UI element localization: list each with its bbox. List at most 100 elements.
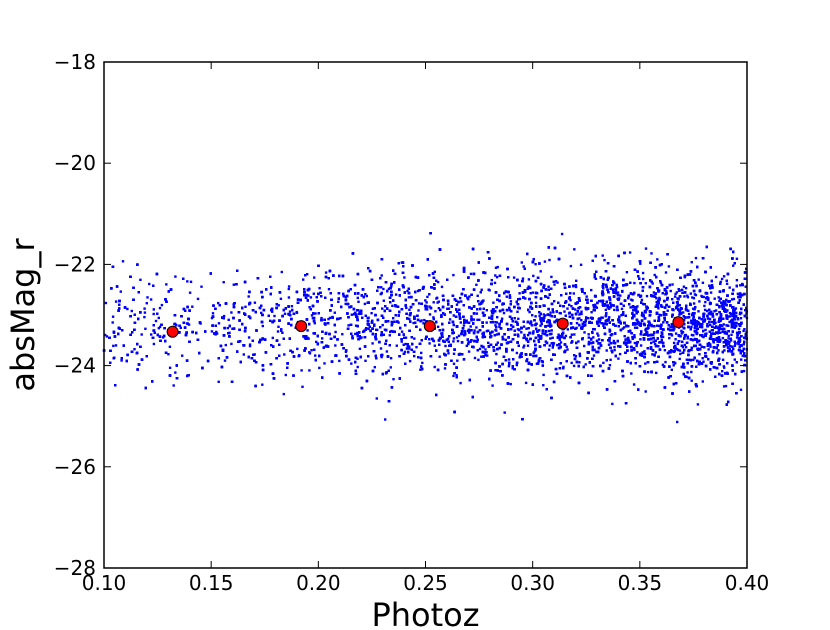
scatter-point	[651, 353, 654, 356]
scatter-point	[226, 326, 229, 330]
scatter-point	[165, 283, 168, 286]
scatter-point	[309, 296, 313, 299]
scatter-point	[713, 297, 716, 300]
scatter-point	[496, 341, 499, 344]
scatter-point	[400, 340, 403, 343]
scatter-point	[679, 307, 683, 310]
scatter-point	[552, 311, 555, 314]
scatter-point	[606, 304, 610, 307]
scatter-point	[663, 349, 667, 352]
scatter-point	[465, 344, 468, 347]
scatter-point	[729, 315, 732, 318]
scatter-point	[728, 286, 731, 289]
scatter-point	[710, 320, 714, 324]
scatter-point	[189, 280, 193, 283]
scatter-point	[485, 321, 488, 324]
scatter-point	[522, 325, 526, 328]
scatter-point	[628, 251, 632, 254]
scatter-point	[714, 275, 718, 279]
scatter-point	[636, 305, 639, 308]
scatter-point	[392, 378, 395, 381]
scatter-point	[310, 314, 314, 317]
scatter-point	[339, 317, 342, 320]
scatter-point	[715, 325, 718, 328]
scatter-point	[152, 329, 155, 332]
scatter-point	[542, 384, 545, 387]
scatter-point	[408, 347, 411, 350]
scatter-point	[371, 342, 374, 345]
scatter-point	[621, 327, 625, 330]
scatter-point	[300, 369, 303, 372]
scatter-point	[321, 337, 324, 340]
scatter-point	[684, 346, 688, 349]
scatter-point	[114, 344, 118, 347]
scatter-point	[575, 279, 578, 282]
scatter-point	[112, 344, 115, 348]
scatter-point	[501, 335, 504, 339]
scatter-point	[341, 333, 344, 336]
scatter-point	[222, 314, 226, 318]
scatter-point	[671, 283, 674, 286]
scatter-point	[547, 348, 551, 351]
scatter-point	[583, 331, 586, 334]
scatter-point	[452, 337, 456, 340]
scatter-point	[564, 334, 568, 338]
scatter-point	[595, 320, 599, 323]
scatter-point	[601, 254, 604, 257]
scatter-point	[428, 313, 432, 316]
scatter-point	[168, 366, 172, 369]
scatter-point	[477, 358, 480, 361]
scatter-point	[644, 282, 647, 285]
scatter-point	[186, 280, 189, 283]
scatter-point	[247, 295, 250, 298]
scatter-point	[390, 329, 393, 333]
scatter-point	[394, 293, 398, 296]
scatter-point	[526, 333, 530, 337]
scatter-point	[494, 369, 497, 372]
scatter-point	[503, 411, 506, 414]
scatter-point	[516, 310, 519, 313]
scatter-point	[659, 281, 663, 284]
scatter-point	[743, 328, 746, 331]
scatter-point	[548, 258, 551, 262]
scatter-point	[290, 305, 294, 308]
scatter-point	[632, 309, 635, 312]
scatter-point	[682, 364, 685, 367]
scatter-point	[620, 314, 623, 317]
scatter-point	[475, 326, 478, 329]
scatter-point	[575, 322, 579, 325]
scatter-point	[526, 344, 530, 347]
scatter-point	[496, 316, 499, 319]
scatter-point	[598, 317, 601, 320]
scatter-point	[690, 379, 693, 382]
scatter-point	[722, 365, 725, 368]
scatter-point	[363, 302, 367, 306]
scatter-point	[691, 296, 694, 299]
scatter-point	[597, 299, 601, 303]
scatter-point	[389, 357, 393, 360]
scatter-point	[686, 294, 689, 297]
scatter-point	[133, 348, 136, 351]
scatter-point	[683, 276, 686, 279]
scatter-point	[652, 340, 655, 343]
scatter-point	[666, 309, 669, 312]
scatter-point	[452, 374, 455, 378]
scatter-point	[381, 323, 384, 327]
scatter-point	[539, 320, 543, 323]
scatter-point	[646, 324, 650, 327]
scatter-point	[196, 297, 200, 301]
scatter-point	[528, 310, 531, 314]
scatter-point	[674, 332, 678, 335]
scatter-point	[446, 307, 449, 310]
scatter-point	[662, 321, 665, 324]
scatter-point	[739, 284, 742, 287]
scatter-point	[641, 302, 645, 306]
scatter-point	[679, 352, 682, 356]
scatter-point	[574, 355, 578, 358]
scatter-point	[419, 368, 422, 371]
scatter-point	[224, 343, 227, 347]
scatter-point	[459, 296, 462, 300]
scatter-point	[644, 247, 648, 250]
scatter-point	[718, 318, 721, 321]
scatter-point	[653, 342, 657, 345]
